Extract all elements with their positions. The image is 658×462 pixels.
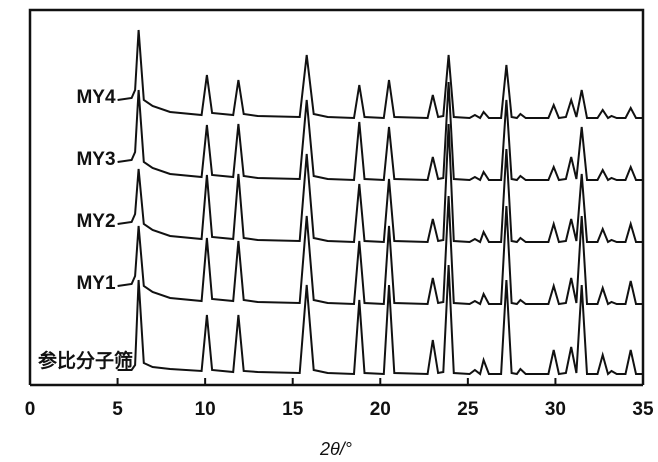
xrd-trace <box>117 264 643 376</box>
series-label: MY1 <box>76 273 116 294</box>
series-label: MY3 <box>76 149 115 170</box>
series-label: MY4 <box>76 87 116 108</box>
x-tick-label: 35 <box>632 399 654 420</box>
series-label: MY2 <box>76 211 115 232</box>
plot-frame <box>28 8 645 385</box>
xrd-trace <box>117 123 643 244</box>
x-tick-label: 10 <box>195 399 216 420</box>
xrd-trace <box>117 81 643 182</box>
xrd-trace <box>117 195 643 306</box>
series-label: 参比分子筛 <box>38 349 133 372</box>
x-tick-label: 30 <box>545 399 566 420</box>
x-tick-label: 15 <box>282 399 304 420</box>
x-tick-label: 25 <box>457 399 479 420</box>
xrd-trace <box>117 29 643 120</box>
x-tick-label: 5 <box>112 399 123 420</box>
x-tick-label: 20 <box>370 399 391 420</box>
x-axis-label: 2θ/° <box>319 439 352 459</box>
x-tick-label: 0 <box>25 399 36 420</box>
